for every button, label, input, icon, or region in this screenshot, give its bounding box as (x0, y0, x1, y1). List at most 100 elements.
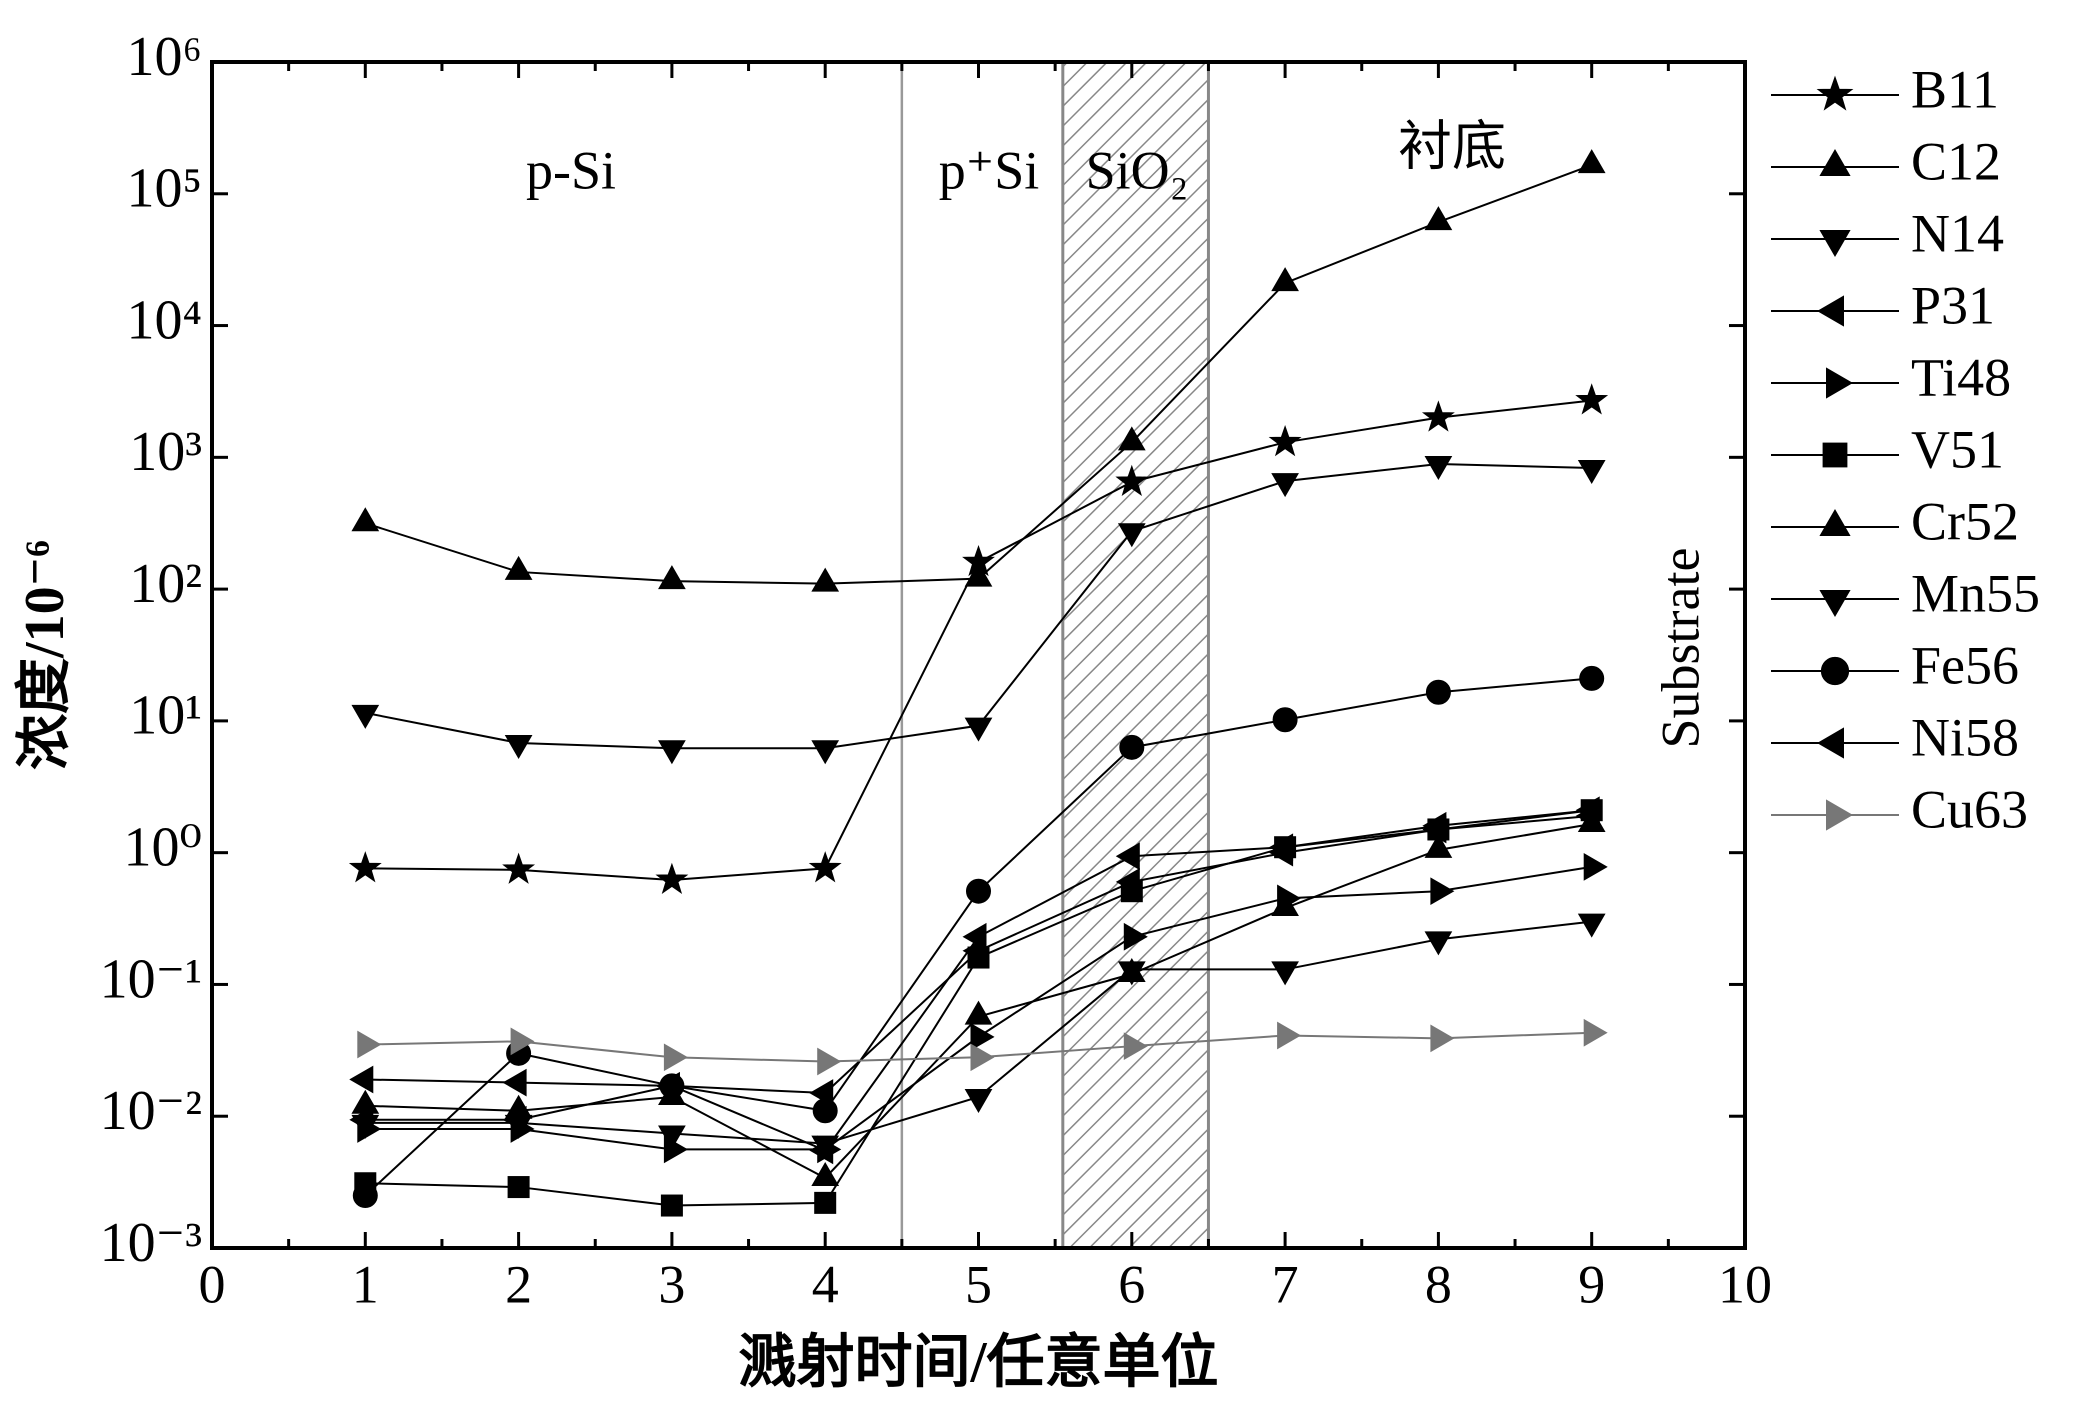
marker (502, 1068, 527, 1097)
marker (510, 1027, 535, 1056)
legend-marker (1819, 148, 1851, 176)
marker (962, 936, 987, 965)
legend-marker (1819, 230, 1851, 258)
marker (1271, 892, 1299, 917)
legend-marker (1826, 367, 1853, 399)
x-tick-label: 0 (199, 1254, 226, 1314)
legend-label: Ti48 (1911, 347, 2011, 407)
annotation: Substrate (1650, 548, 1710, 749)
marker (351, 507, 380, 532)
marker (1424, 206, 1453, 231)
marker (966, 878, 991, 904)
marker (504, 555, 533, 580)
plot-frame (210, 60, 1747, 1250)
marker (655, 1071, 680, 1100)
marker (348, 851, 382, 883)
legend-label: Cr52 (1911, 491, 2019, 551)
marker (504, 734, 533, 759)
legend-label: C12 (1911, 131, 2001, 191)
marker (1577, 913, 1606, 938)
legend-label: Ni58 (1911, 707, 2019, 767)
legend-marker (1819, 508, 1851, 536)
marker (504, 1114, 533, 1139)
shaded-region (1061, 60, 1210, 1250)
marker (351, 1089, 380, 1114)
marker (1425, 679, 1451, 705)
marker (507, 1176, 530, 1199)
marker (352, 1183, 378, 1209)
x-tick-label: 3 (658, 1254, 685, 1314)
marker (1271, 267, 1299, 292)
marker (964, 1000, 993, 1025)
y-tick-label: 10¹ (129, 685, 202, 747)
marker (1577, 459, 1606, 484)
marker (658, 740, 686, 765)
marker (502, 852, 536, 884)
legend-label: B11 (1911, 59, 1999, 119)
marker (1117, 961, 1146, 986)
marker (964, 1088, 993, 1113)
marker (808, 851, 842, 883)
y-tick-label: 10⁻² (100, 1080, 202, 1142)
marker (357, 1030, 382, 1059)
legend-label: Mn55 (1911, 563, 2040, 623)
legend-marker (1816, 727, 1844, 759)
x-axis-label: 溅射时间/任意单位 (738, 1329, 1218, 1394)
legend-label: Cu63 (1911, 779, 2028, 839)
legend-marker (1826, 799, 1854, 831)
y-tick-label: 10⁻³ (100, 1212, 202, 1274)
marker (663, 1043, 688, 1072)
marker (814, 1191, 837, 1214)
marker (1577, 149, 1606, 174)
y-tick-label: 10⁵ (126, 158, 202, 220)
marker (1268, 425, 1302, 457)
y-tick-label: 10⁴ (126, 289, 202, 351)
marker (964, 562, 993, 587)
legend-label: V51 (1911, 419, 2004, 479)
marker (1424, 931, 1453, 956)
marker (970, 1043, 995, 1072)
marker (1271, 961, 1299, 986)
marker (817, 1047, 842, 1076)
marker (1117, 523, 1146, 548)
marker (1583, 853, 1608, 881)
marker (1424, 833, 1453, 858)
marker (812, 1098, 838, 1124)
y-tick-label: 10⁶ (126, 26, 202, 88)
x-tick-label: 10 (1718, 1254, 1772, 1314)
x-tick-label: 7 (1272, 1254, 1299, 1314)
y-tick-label: 10⁻¹ (100, 948, 202, 1010)
marker (655, 862, 689, 894)
x-tick-label: 2 (505, 1254, 532, 1314)
marker (1123, 1032, 1148, 1061)
marker (1123, 922, 1148, 951)
y-tick-label: 10³ (129, 421, 202, 483)
marker (1115, 464, 1149, 496)
marker (970, 1023, 995, 1051)
annotation: p⁺Si (939, 140, 1040, 200)
marker (811, 1135, 840, 1160)
series-line (365, 463, 1592, 750)
x-tick-label: 6 (1118, 1254, 1145, 1314)
marker (1119, 734, 1145, 760)
marker (1277, 1021, 1302, 1050)
marker (811, 1161, 840, 1186)
x-tick-label: 1 (352, 1254, 379, 1314)
marker (1575, 383, 1609, 415)
legend-marker (1822, 442, 1848, 468)
marker (1271, 473, 1299, 498)
marker (658, 1125, 686, 1150)
y-tick-label: 10² (129, 553, 202, 615)
series-line (364, 164, 1593, 585)
marker (1424, 456, 1453, 481)
marker (1115, 842, 1140, 871)
marker (1117, 426, 1146, 451)
marker (1430, 1024, 1455, 1053)
legend-marker (1820, 656, 1850, 686)
legend-marker (1816, 75, 1854, 111)
series-line (365, 399, 1592, 882)
annotation: 衬底 (1398, 116, 1506, 176)
marker (1422, 815, 1447, 844)
